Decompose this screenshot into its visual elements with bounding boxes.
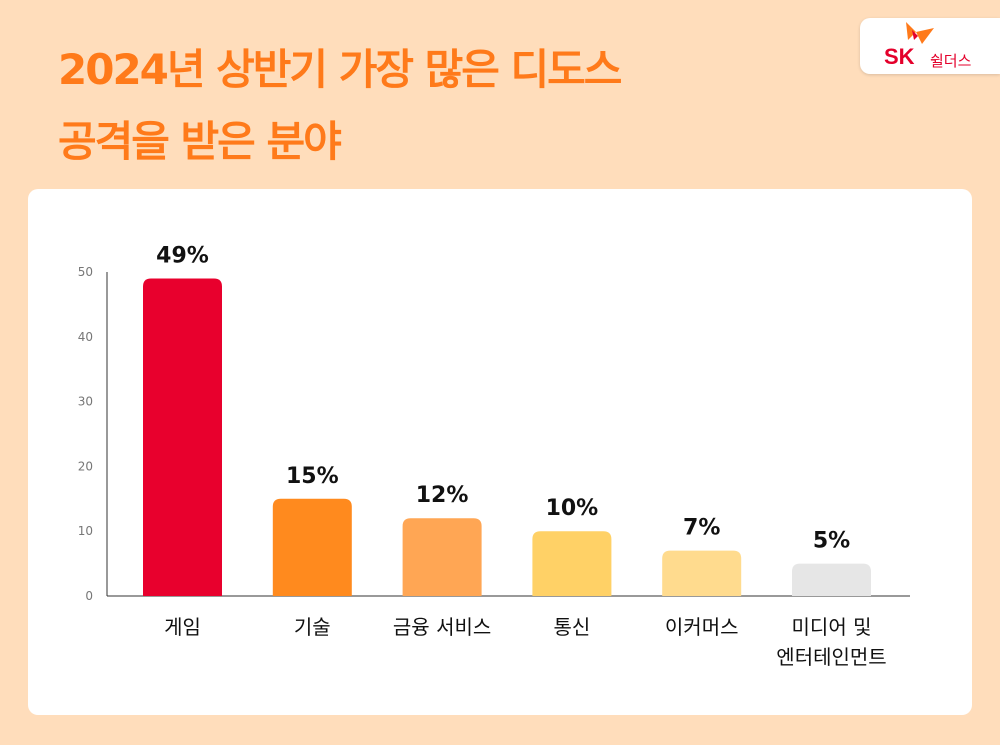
data-label: 10% (546, 496, 599, 521)
title-line-1: 2024년 상반기 가장 많은 디도스 (58, 45, 622, 94)
y-tick-label: 20 (78, 459, 93, 473)
bar (792, 563, 871, 596)
x-tick-label: 통신 (553, 615, 590, 639)
title-line-2: 공격을 받은 분야 (58, 117, 342, 166)
bar (532, 531, 612, 596)
bar (402, 518, 482, 596)
butterfly-icon (906, 22, 934, 44)
x-tick-label: 금융 서비스 (393, 615, 491, 639)
y-tick-label: 0 (85, 589, 93, 603)
data-label: 49% (156, 243, 209, 268)
y-tick-label: 30 (78, 395, 93, 409)
y-tick-label: 50 (78, 265, 93, 279)
data-label: 15% (286, 464, 339, 489)
y-tick-label: 40 (78, 330, 93, 344)
data-label: 5% (813, 529, 850, 554)
data-label: 7% (683, 516, 720, 541)
x-tick-label: 게임 (164, 615, 201, 639)
x-tick-label: 미디어 및 (792, 615, 872, 639)
sk-shieldus-logo: SK 쉴더스 (860, 18, 1000, 74)
x-tick-label: 기술 (294, 615, 331, 639)
y-tick-label: 10 (78, 524, 93, 538)
logo-sk: SK (884, 44, 915, 69)
x-tick-label: 이커머스 (665, 615, 739, 639)
bar (143, 278, 222, 596)
bar (272, 498, 352, 596)
data-label: 12% (416, 483, 469, 508)
logo-sub: 쉴더스 (930, 52, 972, 70)
bar (662, 550, 742, 596)
x-tick-label: 엔터테인먼트 (776, 645, 886, 669)
